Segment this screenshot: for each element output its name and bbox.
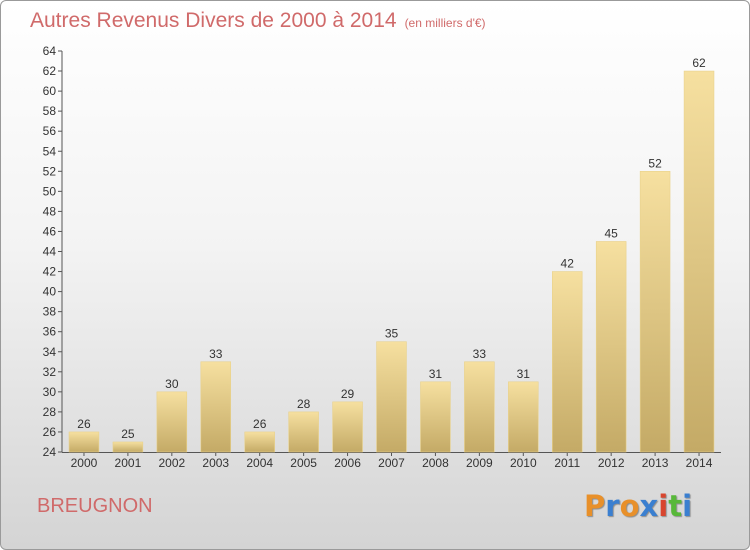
logo-letter: o bbox=[619, 489, 640, 523]
x-tick-label: 2000 bbox=[71, 456, 98, 470]
y-tick-label: 60 bbox=[43, 84, 57, 98]
data-label: 28 bbox=[297, 397, 311, 411]
chart-title-group: Autres Revenus Divers de 2000 à 2014 (en … bbox=[30, 9, 486, 33]
x-tick-label: 2011 bbox=[554, 456, 580, 470]
data-label: 29 bbox=[341, 387, 355, 401]
y-tick-label: 40 bbox=[43, 285, 57, 299]
x-tick-label: 2009 bbox=[466, 456, 493, 470]
x-tick-label: 2003 bbox=[202, 456, 229, 470]
bar bbox=[288, 411, 319, 453]
data-label: 33 bbox=[209, 347, 223, 361]
y-tick-label: 64 bbox=[43, 44, 57, 58]
proxiti-logo: Proxiti bbox=[584, 489, 692, 523]
x-tick-label: 2010 bbox=[510, 456, 537, 470]
x-tick-label: 2006 bbox=[334, 456, 361, 470]
y-tick-label: 56 bbox=[43, 124, 57, 138]
y-tick-label: 52 bbox=[43, 164, 57, 178]
y-tick-label: 42 bbox=[43, 265, 57, 279]
y-tick-label: 48 bbox=[43, 204, 57, 218]
data-label: 26 bbox=[253, 417, 267, 431]
y-tick-label: 24 bbox=[43, 445, 57, 459]
logo-letter: i bbox=[682, 489, 693, 523]
commune-name: BREUGNON bbox=[37, 495, 153, 517]
logo-letter: P bbox=[584, 489, 606, 523]
bar bbox=[156, 391, 188, 453]
data-label: 30 bbox=[165, 377, 179, 391]
bar bbox=[68, 431, 100, 453]
bar bbox=[683, 70, 715, 453]
bar bbox=[639, 171, 671, 453]
bar bbox=[551, 271, 583, 453]
y-tick-label: 58 bbox=[43, 104, 57, 118]
x-tick-label: 2008 bbox=[422, 456, 449, 470]
bar bbox=[508, 381, 539, 453]
logo-letter: x bbox=[639, 489, 659, 523]
bar bbox=[376, 341, 407, 453]
y-tick-label: 28 bbox=[43, 405, 57, 419]
data-label: 26 bbox=[77, 417, 91, 431]
data-label: 62 bbox=[692, 56, 706, 70]
y-tick-label: 26 bbox=[43, 425, 57, 439]
y-tick-label: 46 bbox=[43, 224, 57, 238]
bar bbox=[464, 361, 495, 453]
data-label: 42 bbox=[561, 257, 575, 271]
x-tick-label: 2002 bbox=[158, 456, 185, 470]
y-tick-label: 34 bbox=[43, 345, 57, 359]
chart-title: Autres Revenus Divers de 2000 à 2014 bbox=[30, 9, 397, 32]
y-tick-label: 54 bbox=[43, 144, 57, 158]
data-label: 31 bbox=[429, 367, 443, 381]
y-tick-label: 44 bbox=[43, 245, 57, 259]
x-tick-label: 2007 bbox=[378, 456, 405, 470]
data-label: 33 bbox=[473, 347, 487, 361]
logo-letter: t bbox=[668, 489, 683, 523]
x-tick-label: 2005 bbox=[290, 456, 317, 470]
bar bbox=[200, 361, 232, 453]
y-tick-label: 30 bbox=[43, 385, 57, 399]
bar bbox=[332, 401, 363, 453]
x-tick-label: 2004 bbox=[246, 456, 273, 470]
logo-letter: i bbox=[658, 489, 669, 523]
bar bbox=[420, 381, 451, 453]
bar bbox=[112, 441, 144, 453]
y-tick-label: 32 bbox=[43, 365, 57, 379]
data-label: 52 bbox=[648, 156, 662, 170]
logo-letter: r bbox=[605, 489, 620, 523]
data-label: 35 bbox=[385, 327, 399, 341]
data-label: 25 bbox=[121, 427, 135, 441]
x-tick-label: 2012 bbox=[598, 456, 625, 470]
chart-unit: (en milliers d'€) bbox=[404, 16, 486, 30]
y-tick-label: 36 bbox=[43, 325, 57, 339]
x-tick-label: 2013 bbox=[642, 456, 669, 470]
bar bbox=[595, 241, 627, 453]
data-label: 31 bbox=[517, 367, 531, 381]
x-tick-label: 2001 bbox=[115, 456, 142, 470]
y-tick-label: 62 bbox=[43, 64, 57, 78]
bar bbox=[244, 431, 275, 453]
y-tick-label: 50 bbox=[43, 184, 57, 198]
data-label: 45 bbox=[604, 226, 618, 240]
x-tick-label: 2014 bbox=[686, 456, 713, 470]
y-tick-label: 38 bbox=[43, 305, 57, 319]
